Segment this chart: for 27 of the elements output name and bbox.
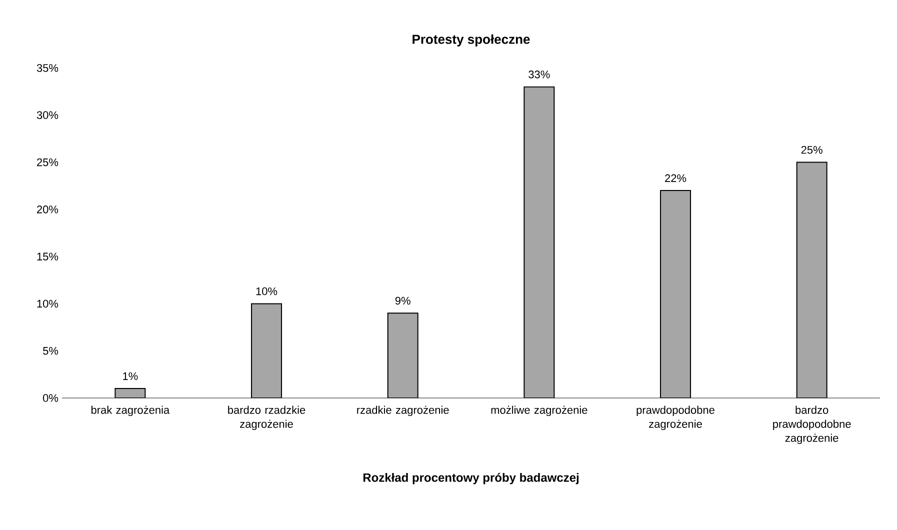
bar [524, 86, 555, 398]
data-label: 1% [123, 372, 138, 380]
data-label: 33% [528, 70, 550, 78]
x-tick-label: prawdopodobne zagrożenie [636, 406, 714, 430]
y-tick-label: 0% [43, 394, 58, 402]
y-tick-label: 5% [43, 346, 58, 355]
y-tick-label: 20% [37, 206, 58, 214]
data-label: 22% [665, 174, 686, 182]
bar [796, 162, 828, 398]
x-tick-label: rzadkie zagrożenie [357, 406, 449, 416]
data-label: 25% [801, 146, 822, 154]
chart-title: Protesty społeczne [412, 34, 530, 46]
x-tick-label: bardzo prawdopodobne zagrożenie [773, 406, 851, 444]
x-tick-label: brak zagrożenia [91, 406, 170, 416]
data-label: 10% [256, 287, 278, 296]
y-tick-label: 10% [37, 300, 58, 308]
x-tick-label: bardzo rzadzkie zagrożenie [228, 406, 306, 430]
x-axis-title: Rozkład procentowy próby badawczej [363, 472, 579, 484]
bar [251, 303, 282, 398]
bar [387, 312, 418, 398]
y-tick-label: 15% [37, 252, 58, 260]
x-tick-label: możliwe zagrożenie [491, 406, 588, 416]
bar [660, 190, 691, 398]
y-tick-label: 35% [36, 64, 58, 72]
data-label: 9% [395, 296, 410, 305]
y-tick-label: 25% [37, 158, 58, 166]
y-tick-label: 30% [36, 111, 58, 120]
